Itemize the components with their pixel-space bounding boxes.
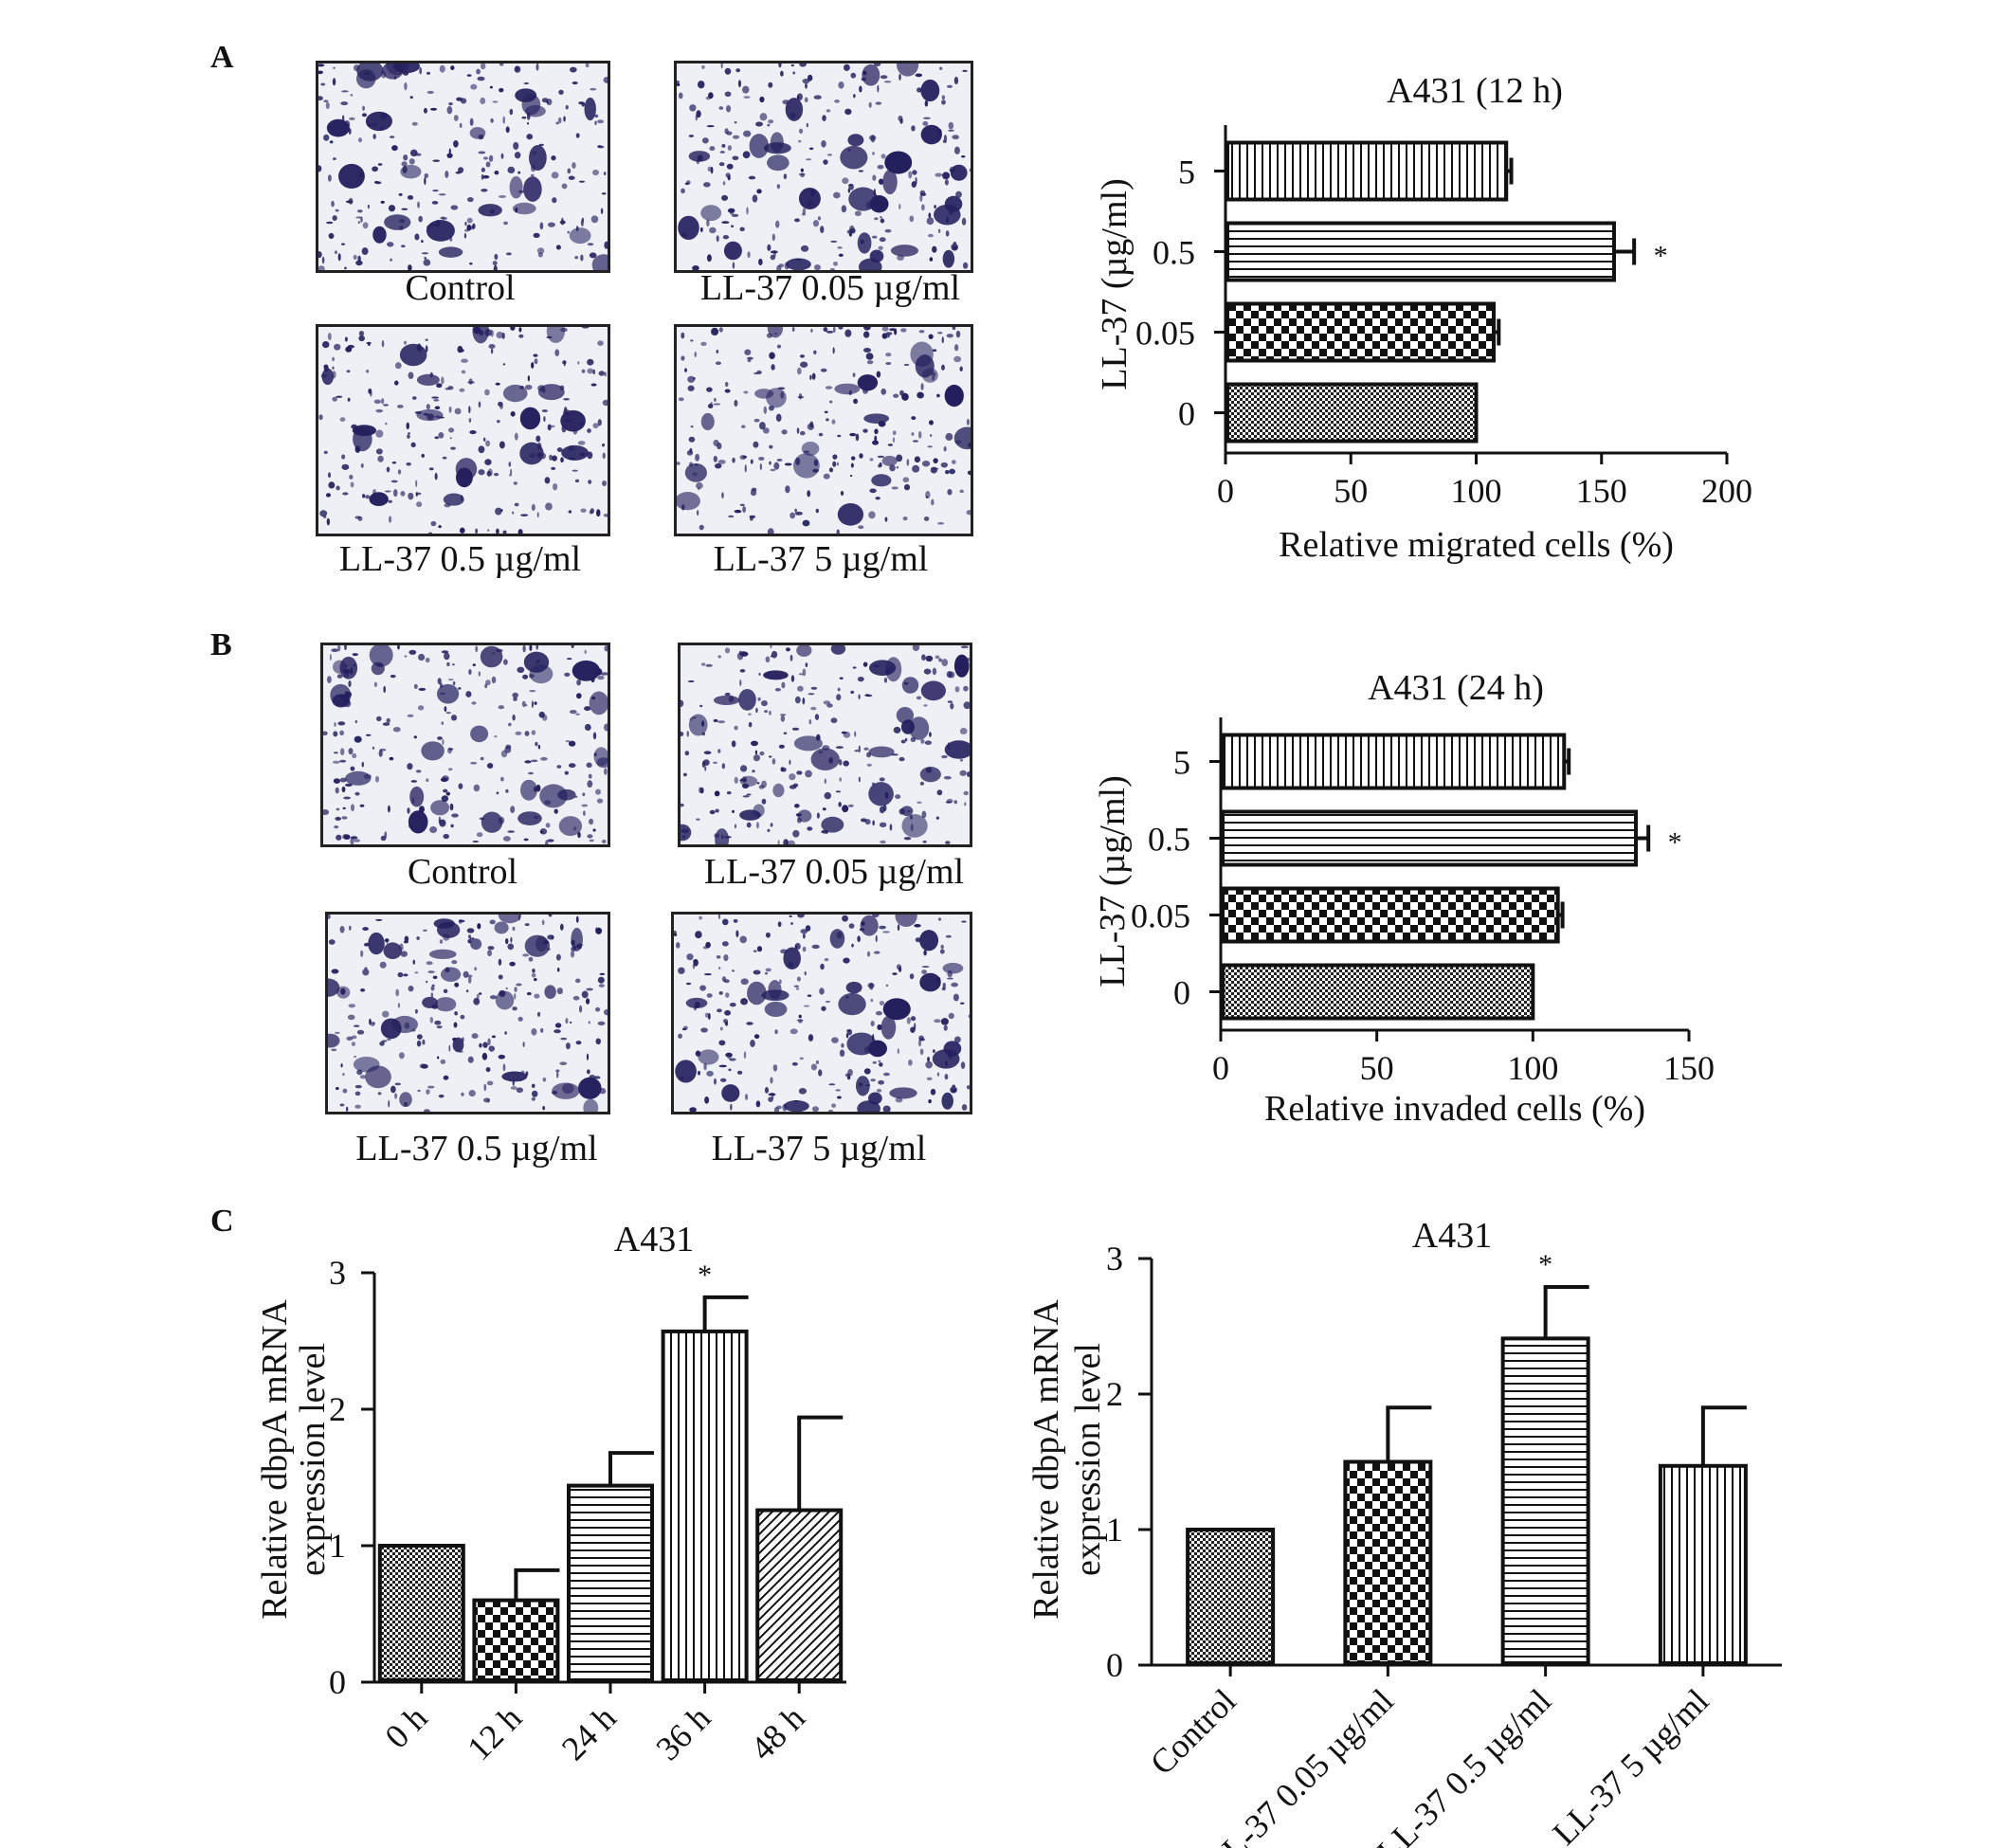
caption-a-0-05: LL-37 0.05 µg/ml	[699, 268, 961, 308]
chart-b-y-label: LL-37 (µg/ml)	[1093, 775, 1133, 987]
chart-c1-bar-2	[567, 1483, 654, 1683]
chart-c1-x-tick-label-4: 48 h	[743, 1698, 812, 1767]
caption-b-5: LL-37 5 µg/ml	[711, 1129, 927, 1169]
chart-c2-y-tick-label-2: 2	[1106, 1375, 1123, 1413]
stained-cells-texture	[318, 63, 608, 270]
chart-b-x-label: Relative invaded cells (%)	[1264, 1089, 1645, 1129]
chart-c1-title: A431	[614, 1220, 694, 1259]
chart-c2-title: A431	[1412, 1216, 1492, 1256]
chart-a-x-tick-label-4: 200	[1701, 472, 1752, 510]
chart-a-y-tick-label-1: 0.05	[1135, 315, 1195, 353]
chart-a-y-tick-label-3: 5	[1178, 154, 1195, 191]
chart-b-y-tick-label-2: 0.5	[1148, 821, 1190, 859]
chart-c1-x-tick-label-3: 36 h	[648, 1698, 717, 1767]
chart-c1-significance-3: *	[698, 1259, 712, 1291]
chart-c1-x-tick-label-2: 24 h	[554, 1698, 624, 1767]
chart-c1-x-tick-label-1: 12 h	[460, 1698, 529, 1767]
chart-b-bar-0	[1221, 963, 1535, 1021]
chart-b-x-tick-label-2: 100	[1507, 1049, 1558, 1087]
chart-c2-bar-1	[1343, 1459, 1433, 1665]
panel-letter-a: A	[210, 40, 234, 75]
chart-c1-bar-3	[661, 1329, 749, 1683]
chart-c1-y-tick-label-0: 0	[329, 1663, 346, 1701]
micrograph-b-control	[320, 643, 610, 847]
panel-letter-c: C	[210, 1204, 234, 1239]
panel-letter-b: B	[210, 627, 232, 662]
chart-c2-significance-2: *	[1538, 1249, 1552, 1280]
micrograph-b-0-05	[678, 643, 972, 847]
chart-a-x-tick-label-2: 100	[1451, 472, 1502, 510]
chart-b-y-tick-label-1: 0.05	[1131, 897, 1190, 935]
chart-a-bar-1	[1225, 301, 1497, 363]
chart-b-y-tick-label-0: 0	[1173, 974, 1190, 1012]
chart-c2-x-tick-label-0: Control	[1143, 1681, 1243, 1782]
micrograph-a-0-05	[674, 61, 973, 273]
chart-c2-x-tick-label-3: LL-37 5 µg/ml	[1545, 1681, 1715, 1848]
chart-b-significance-2: *	[1668, 827, 1682, 859]
chart-b-bar-1	[1221, 886, 1560, 944]
chart-a-y-tick-label-2: 0.5	[1153, 234, 1195, 272]
chart-c1-bar-4	[755, 1508, 844, 1683]
chart-c1-y-tick-label-1: 1	[329, 1527, 346, 1565]
chart-a-y-label: LL-37 (µg/ml)	[1095, 178, 1135, 390]
chart-c1-bar-0	[377, 1544, 465, 1682]
chart-b-x-tick-label-1: 50	[1360, 1049, 1394, 1087]
chart-b-bar-3	[1221, 733, 1567, 790]
chart-b-bar-2	[1221, 809, 1639, 867]
chart-c2-bar-0	[1186, 1528, 1276, 1665]
stained-cells-texture	[328, 915, 608, 1112]
chart-c2-bar-2	[1500, 1336, 1590, 1665]
chart-c1-y-label-line-1: Relative dbpA mRNA	[255, 1299, 295, 1620]
stained-cells-texture	[323, 645, 608, 844]
stained-cells-texture	[681, 645, 970, 844]
chart-a-x-tick-label-0: 0	[1217, 472, 1234, 510]
chart-a-bar-2	[1225, 221, 1616, 282]
caption-b-control: Control	[407, 852, 518, 892]
chart-a-x-tick-label-3: 150	[1576, 472, 1627, 510]
caption-a-5: LL-37 5 µg/ml	[713, 539, 929, 579]
chart-c1-y-tick-label-3: 3	[329, 1254, 346, 1292]
stained-cells-texture	[674, 915, 970, 1112]
stained-cells-texture	[677, 63, 971, 270]
chart-a-x-label: Relative migrated cells (%)	[1279, 525, 1674, 565]
chart-a-x-tick-label-1: 50	[1334, 472, 1368, 510]
chart-a-bar-0	[1225, 382, 1479, 444]
micrograph-a-5	[674, 324, 973, 536]
chart-a-y-tick-label-0: 0	[1178, 395, 1195, 433]
chart-c1-y-label-line-2: expression level	[293, 1343, 333, 1576]
chart-b-y-tick-label-3: 5	[1173, 744, 1190, 782]
micrograph-a-control	[316, 61, 610, 273]
chart-c2-y-tick-label-0: 0	[1106, 1646, 1123, 1684]
chart-c2-y-tick-label-3: 3	[1106, 1240, 1123, 1277]
chart-c2-y-tick-label-1: 1	[1106, 1511, 1123, 1549]
chart-c2-y-label-line-2: expression level	[1068, 1343, 1108, 1576]
chart-b-x-tick-label-0: 0	[1212, 1049, 1229, 1087]
chart-b-title: A431 (24 h)	[1368, 668, 1544, 708]
chart-b-x-tick-label-3: 150	[1663, 1049, 1715, 1087]
stained-cells-texture	[677, 327, 971, 534]
stained-cells-texture	[318, 327, 608, 534]
micrograph-b-0-5	[325, 912, 610, 1114]
chart-c1-y-tick-label-2: 2	[329, 1390, 346, 1428]
chart-c1-bar-1	[472, 1598, 560, 1682]
caption-a-control: Control	[405, 268, 516, 308]
caption-b-0-5: LL-37 0.5 µg/ml	[355, 1129, 598, 1169]
chart-c2-bar-3	[1658, 1463, 1748, 1666]
chart-c2-y-label-line-1: Relative dbpA mRNA	[1026, 1299, 1066, 1620]
caption-b-0-05: LL-37 0.05 µg/ml	[703, 852, 965, 892]
caption-a-0-5: LL-37 0.5 µg/ml	[338, 539, 582, 579]
micrograph-a-0-5	[316, 324, 610, 536]
chart-a-significance-2: *	[1654, 241, 1668, 272]
chart-a-bar-3	[1225, 140, 1509, 202]
chart-a-title: A431 (12 h)	[1387, 71, 1563, 111]
micrograph-b-5	[671, 912, 972, 1114]
chart-c1-x-tick-label-0: 0 h	[377, 1698, 434, 1755]
